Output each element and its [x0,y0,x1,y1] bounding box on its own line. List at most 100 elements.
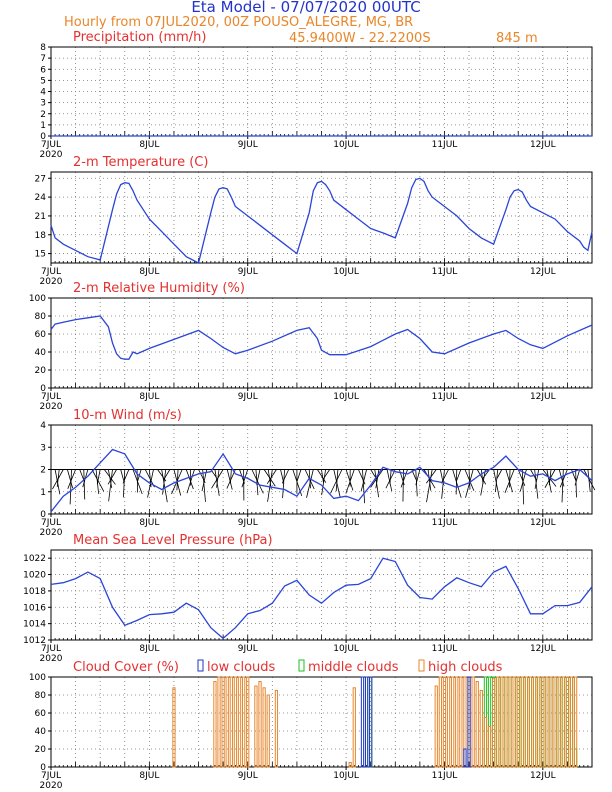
wind-vector [521,469,525,505]
high-clouds-bar [545,676,549,768]
humidity-y-tick-label: 60 [35,330,47,340]
humidity-y-tick-label: 20 [35,366,47,376]
pressure-x-tick-label: 12JUL [530,644,556,654]
precipitation-y-tick-label: 0 [40,132,46,142]
high-clouds-bar [233,676,238,768]
wind-series-line [50,448,593,513]
temperature-series-line [50,177,593,264]
wind-vector [52,469,64,490]
precipitation-x-tick-label: 10JUL [333,140,359,150]
wind-x-tick-label: 7JUL [41,518,61,528]
pressure-series-line [50,557,593,640]
wind-vector [281,469,290,484]
high-clouds-bar [221,676,225,768]
wind-vector [317,469,327,483]
humidity-title: 2-m Relative Humidity (%) [73,281,245,296]
cloud-cover-y-tick-label: 20 [35,745,47,755]
wind-y-tick-label: 1 [40,488,46,498]
wind-vector [186,469,195,494]
temperature-y-tick-label: 24 [35,193,47,203]
wind-vector [96,469,101,485]
wind-vector [256,469,261,485]
high-clouds-bar [455,676,459,768]
wind-vector [468,469,471,490]
wind-vector [587,469,591,492]
cloud-cover-x-tick-label: 7JUL [41,771,61,781]
wind-vector [282,469,286,499]
wind-vector [427,469,432,491]
pressure-x-tick-label: 9JUL [238,644,258,654]
pressure-y-tick-label: 1016 [23,603,46,613]
wind-vector [162,469,167,495]
humidity-x-tick-label: 10JUL [333,392,359,402]
high-clouds-bar [516,676,520,768]
wind-vector [385,469,396,489]
wind-vector [107,469,113,489]
precipitation-x-tick-label: 8JUL [139,140,159,150]
high-clouds-bar [348,762,352,768]
precipitation-y-tick-label: 4 [40,88,46,98]
wind-vector [455,469,458,495]
pressure-x-tick-label: 8JUL [139,644,159,654]
wind-vector [574,469,581,486]
high-clouds-bar [451,676,455,768]
wind-y-tick-label: 4 [40,421,46,431]
cloud-cover-x-tick-label: 8JUL [139,771,159,781]
high-clouds-bar [213,681,217,768]
humidity-y-tick-label: 100 [29,294,46,304]
wind-vector [441,469,445,499]
high-clouds-bar [172,687,176,768]
temperature-y-tick-label: 15 [35,250,46,260]
high-clouds-bar [479,690,483,768]
wind-vector [389,469,392,485]
pressure-y-tick-label: 1018 [23,587,46,597]
high-clouds-bar [225,676,229,768]
wind-vector [375,469,380,489]
wind-vector [455,469,462,482]
temperature-title: 2-m Temperature (C) [73,155,208,170]
high-clouds-bar [438,676,442,768]
wind-vector [123,469,126,498]
pressure-title: Mean Sea Level Pressure (hPa) [73,533,273,548]
temperature-y-tick-label: 18 [35,231,47,241]
wind-vector [296,469,302,482]
low-clouds-bar [360,676,365,768]
precipitation-y-tick-label: 1 [40,121,46,131]
wind-vector [120,469,125,483]
precipitation-x-tick-label: 11JUL [432,140,458,150]
low-clouds-legend-swatch [197,659,204,672]
wind-vector [571,469,577,481]
temperature-y-tick-label: 21 [35,212,46,222]
high-clouds-bar [492,678,496,768]
high-clouds-bar [246,676,250,768]
wind-vector [161,469,168,503]
wind-vector [69,469,72,505]
temperature-x-tick-label: 11JUL [432,267,458,277]
high-clouds-bar [504,676,508,768]
wind-vector [321,469,324,483]
high-clouds-bar [446,676,451,768]
wind-vector [544,469,556,488]
wind-vector [370,469,384,488]
humidity-x-tick-sublabel: 2020 [40,402,63,412]
cloud-cover-x-tick-sublabel: 2020 [40,781,63,791]
high-clouds-bar [237,676,242,768]
wind-y-tick-label: 0 [40,510,46,520]
wind-vector [345,469,355,494]
humidity-y-tick-label: 40 [35,348,47,358]
wind-vector [321,469,326,496]
precipitation-y-tick-label: 5 [40,76,46,86]
cloud-cover-panel: Cloud Cover (%) 0 20 40 60 80 100 7JUL2020 8JUL 9… [29,659,593,791]
wind-vector [452,469,462,498]
humidity-x-tick-label: 8JUL [139,392,159,402]
cloud-cover-x-tick-label: 10JUL [333,771,359,781]
temperature-panel: 2-m Temperature (C) 15 18 21 24 27 7JUL2020 8JU… [35,155,593,287]
high-clouds-bar [496,676,500,768]
precipitation-x-tick-label: 7JUL [41,140,61,150]
wind-vector [358,469,366,485]
wind-vector [534,469,540,489]
temperature-x-tick-label: 12JUL [530,267,556,277]
wind-vector [400,469,408,488]
wind-vector [67,469,74,489]
low-clouds-bar [463,748,467,768]
